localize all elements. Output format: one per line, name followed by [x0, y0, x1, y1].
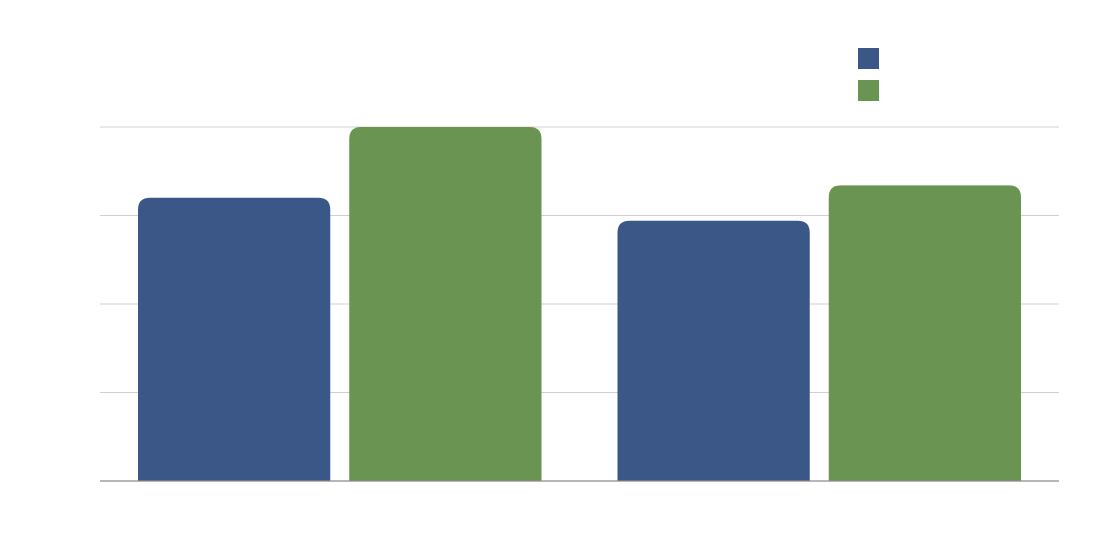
bars: [138, 127, 1021, 482]
bar-series-2-category-1: [349, 127, 542, 481]
bar-series-1-category-2: [617, 220, 810, 481]
bar-series-1-category-1: [138, 197, 331, 482]
bar-series-2-category-2: [828, 185, 1021, 481]
legend-swatch-series-2: [858, 80, 879, 101]
legend-swatch-series-1: [858, 48, 879, 69]
legend: [858, 48, 879, 101]
